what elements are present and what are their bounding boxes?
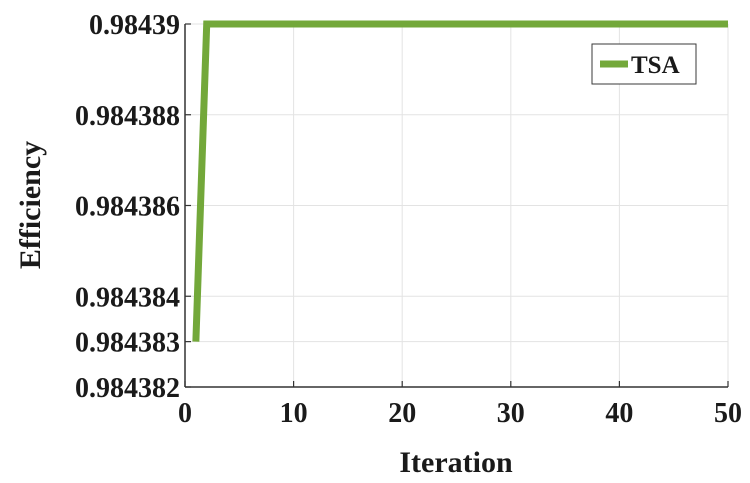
y-tick-label: 0.984384 [75, 282, 180, 313]
axes [184, 23, 729, 388]
y-tick-label: 0.984386 [75, 192, 180, 223]
y-tick-labels: 0.984382 0.984383 0.984384 0.984386 0.984388… [75, 10, 180, 404]
x-tick-label: 50 [714, 398, 742, 429]
x-axis-title: Iteration [399, 446, 513, 479]
x-tick-label: 40 [605, 398, 633, 429]
series-layer [192, 20, 728, 342]
x-tick-labels: 0 10 20 30 40 50 [178, 398, 742, 429]
x-tick-label: 20 [388, 398, 416, 429]
legend: TSA [591, 43, 697, 85]
x-tick-label: 30 [497, 398, 525, 429]
grid-lines [184, 23, 729, 388]
x-tick-label: 0 [178, 398, 192, 429]
x-tick-label: 10 [280, 398, 308, 429]
y-axis-title: Efficiency [14, 141, 47, 269]
legend-label-tsa: TSA [631, 52, 680, 79]
series-line-tsa [192, 20, 728, 342]
y-tick-label: 0.984383 [75, 328, 180, 359]
y-tick-label: 0.984382 [75, 373, 180, 404]
y-tick-label: 0.98439 [89, 10, 180, 41]
y-tick-label: 0.984388 [75, 101, 180, 132]
